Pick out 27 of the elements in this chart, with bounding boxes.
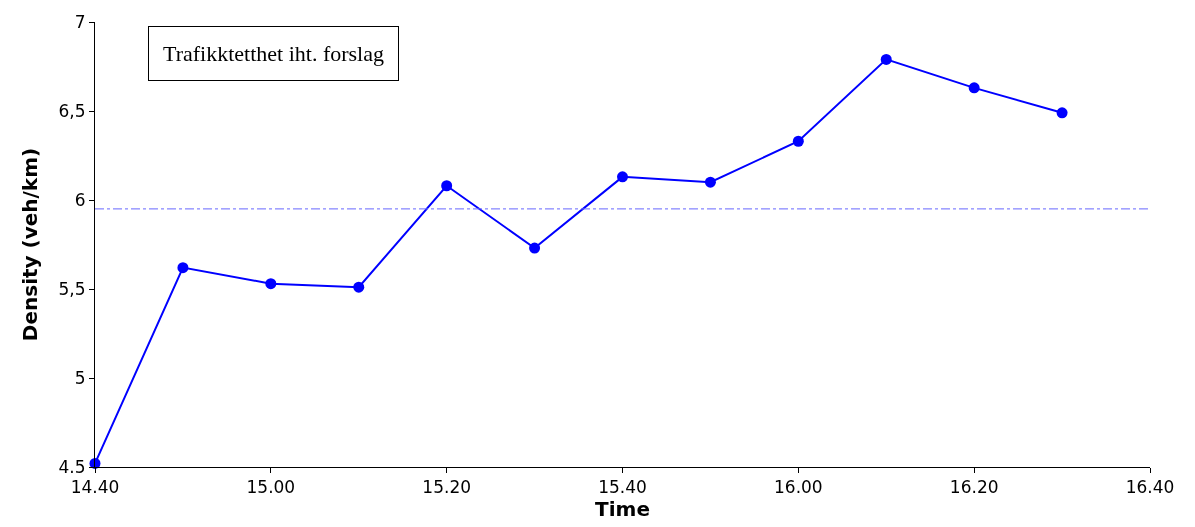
y-axis-title: Density (veh/km): [18, 147, 43, 342]
point: [617, 171, 628, 183]
y-tick-label: 5: [74, 367, 86, 388]
point: [529, 242, 541, 254]
x-tick-label: 16.00: [773, 477, 823, 498]
point: [968, 82, 980, 94]
y-tick-label: 4.5: [58, 456, 86, 477]
point: [880, 53, 892, 65]
x-tick-label: 15.00: [246, 477, 296, 498]
point: [704, 176, 716, 188]
x-tick-label: 14.40: [70, 477, 120, 498]
x-tick-label: 15.20: [422, 477, 472, 498]
annotation: Trafikktetthet iht. forslag: [163, 41, 384, 66]
x-tick-label: 15.40: [598, 477, 647, 498]
point: [265, 278, 277, 290]
x-axis-title: Time: [595, 497, 650, 522]
point: [1056, 107, 1068, 119]
y-tick-label: 5,5: [58, 278, 86, 299]
y-tick-label: 6: [74, 189, 86, 210]
point: [441, 180, 453, 192]
y-tick-label: 7: [74, 11, 86, 32]
y-tick-label: 6,5: [58, 100, 86, 121]
x-tick-label: 16.20: [949, 477, 999, 498]
point: [792, 135, 804, 147]
point: [353, 281, 365, 293]
x-tick-label: 16.40: [1125, 477, 1175, 498]
point: [177, 262, 189, 274]
